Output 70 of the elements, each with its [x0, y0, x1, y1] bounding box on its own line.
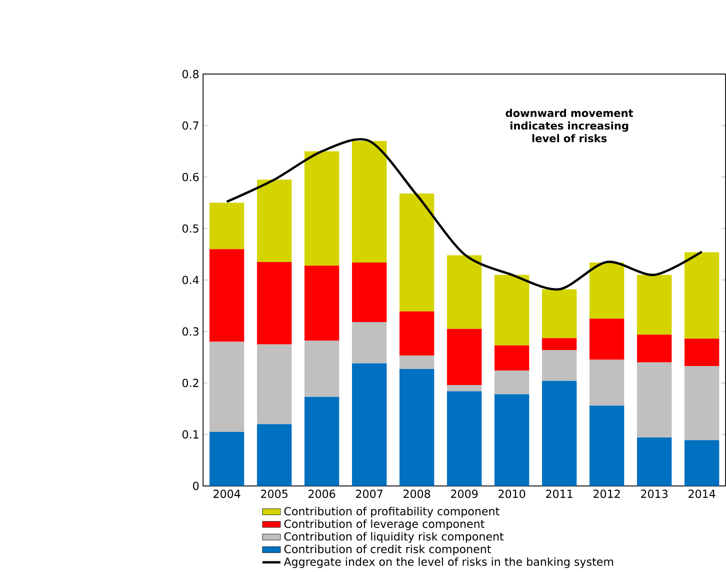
bar [352, 262, 387, 322]
bar [494, 346, 530, 371]
x-tick-label: 2009 [451, 490, 478, 498]
bar [256, 180, 292, 262]
bar [684, 338, 720, 366]
bar [589, 318, 624, 360]
bar [684, 440, 720, 486]
bar [542, 338, 577, 350]
bar [304, 152, 340, 266]
y-tick-label: 0 [193, 482, 199, 490]
y-tick-label: 0.3 [182, 328, 198, 336]
bar [684, 252, 720, 339]
bar [399, 312, 434, 356]
bar [352, 322, 387, 364]
bar [256, 262, 292, 345]
x-tick-label: 2004 [214, 490, 240, 498]
bar [494, 394, 530, 486]
bar [209, 203, 244, 250]
bar [636, 362, 672, 438]
bar [209, 249, 244, 342]
bar [209, 432, 244, 486]
x-tick-label: 2010 [498, 490, 526, 498]
legend-label: Contribution of profitability component [284, 507, 500, 518]
y-tick-label: 0.8 [182, 70, 199, 78]
bar [684, 366, 720, 440]
bar [494, 370, 530, 395]
legend-label: Contribution of leverage component [284, 520, 484, 530]
bar [446, 385, 482, 392]
bar [589, 406, 624, 486]
legend-label: Contribution of liquidity risk component [284, 532, 504, 544]
x-tick-label: 2008 [404, 490, 430, 498]
bar [399, 194, 434, 312]
bar [399, 356, 434, 370]
bar [399, 369, 434, 486]
bar [304, 397, 340, 486]
y-tick-label: 0.2 [182, 379, 198, 388]
bar [589, 262, 624, 319]
bar [636, 275, 672, 335]
bar [352, 141, 387, 263]
bar [209, 342, 244, 432]
bar [446, 329, 482, 386]
x-tick-label: 2007 [356, 490, 382, 498]
bar [542, 381, 577, 486]
y-tick-label: 0.6 [182, 173, 199, 182]
x-tick-label: 2006 [308, 490, 336, 498]
bar [256, 424, 292, 486]
y-tick-label: 0.4 [182, 276, 199, 284]
bar [542, 350, 577, 382]
y-tick-label: 0.7 [182, 122, 198, 130]
bar [304, 266, 340, 341]
bar [446, 256, 482, 330]
legend-label: Aggregate index on the level of risks in the banking system [284, 558, 614, 568]
legend-label: Contribution of credit risk component [284, 544, 491, 556]
bar [542, 289, 577, 338]
bar [494, 275, 530, 346]
bar [589, 360, 624, 406]
x-tick-label: 2012 [594, 490, 620, 498]
bar [352, 364, 387, 486]
y-tick-label: 0.1 [182, 430, 198, 439]
bar [256, 344, 292, 424]
annotation: downward movement indicates increasing level of risks [506, 109, 634, 143]
bar [446, 391, 482, 486]
x-tick-label: 2013 [641, 490, 668, 498]
bar [636, 438, 672, 486]
bar [304, 340, 340, 398]
y-tick-label: 0.5 [182, 224, 198, 233]
x-tick-label: 2011 [546, 490, 572, 498]
bar [636, 334, 672, 363]
x-tick-label: 2014 [688, 490, 716, 498]
x-tick-label: 2005 [261, 490, 288, 498]
